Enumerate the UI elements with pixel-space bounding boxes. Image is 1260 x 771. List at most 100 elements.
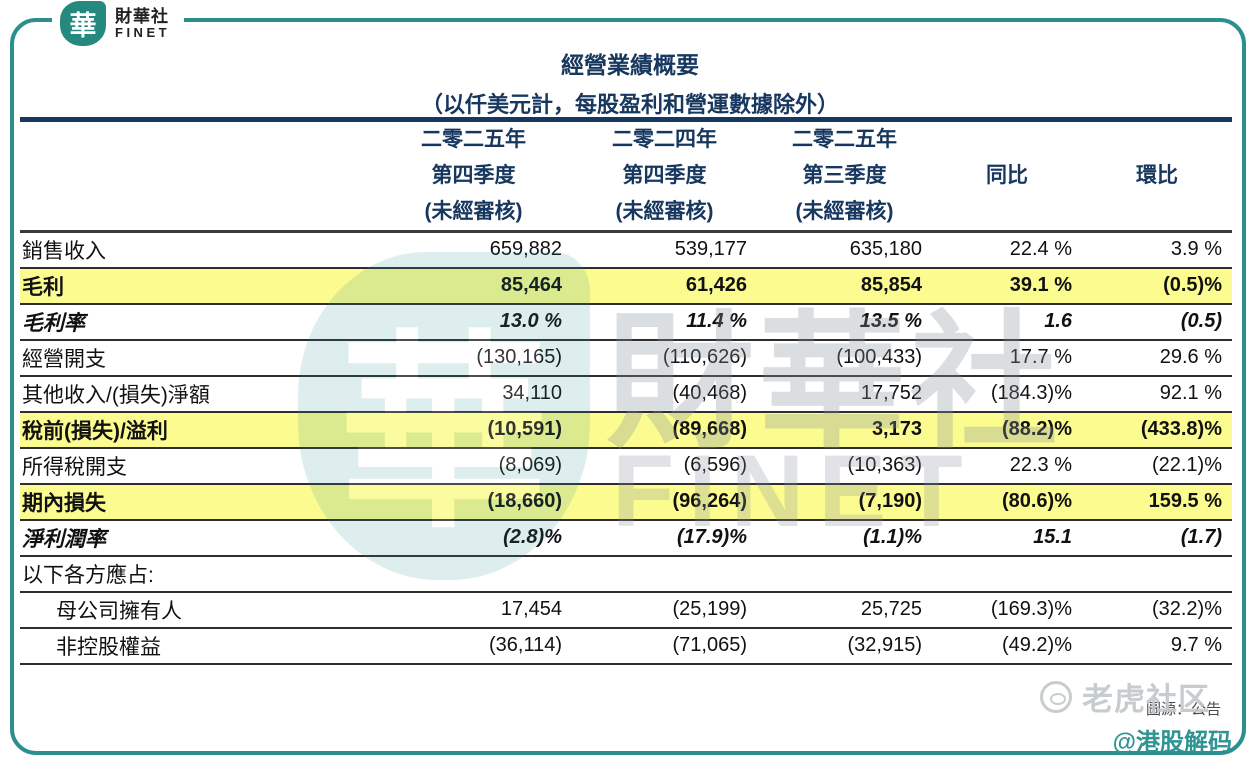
results-head-row: 二零二五年 第四季度 (未經審核) 二零二四年 第四季度 (未經審核) 二零二五年 第三季度 (… bbox=[20, 122, 1232, 233]
column-header-line bbox=[932, 194, 1082, 230]
cell-value: (89,668) bbox=[572, 411, 757, 449]
column-header-line: 環比 bbox=[1136, 164, 1178, 187]
cell-value: (96,264) bbox=[572, 483, 757, 521]
title-block: 經營業績概要 （以仟美元計，每股盈利和營運數據除外） bbox=[0, 46, 1260, 119]
page-subtitle: （以仟美元計，每股盈利和營運數據除外） bbox=[420, 92, 839, 117]
cell-value: 635,180 bbox=[757, 231, 932, 269]
cell-value: 25,725 bbox=[757, 591, 932, 629]
cell-value: (80.6)% bbox=[932, 483, 1082, 521]
column-header-line: 同比 bbox=[986, 164, 1028, 187]
cell-value: (169.3)% bbox=[932, 591, 1082, 629]
cell-value: 159.5 % bbox=[1082, 483, 1232, 521]
cell-value: 13.5 % bbox=[757, 303, 932, 341]
column-header-line: 第三季度 bbox=[802, 164, 887, 187]
table-row: 期內損失 (18,660) (96,264) (7,190) (80.6)% 159.5 … bbox=[20, 483, 1232, 521]
logo-character: 華 bbox=[69, 11, 97, 41]
row-label: 其他收入/(損失)淨額 bbox=[20, 375, 375, 413]
finet-logo-icon: 華 bbox=[60, 1, 106, 46]
cell-value: (0.5) bbox=[1082, 303, 1232, 341]
table-row: 母公司擁有人 17,454 (25,199) 25,725 (169.3)% (32.2)… bbox=[20, 591, 1232, 629]
row-label: 淨利潤率 bbox=[20, 519, 375, 557]
cell-value: (7,190) bbox=[757, 483, 932, 521]
column-header-line bbox=[1082, 122, 1232, 158]
cell-value: (22.1)% bbox=[1082, 447, 1232, 485]
table-row: 經營開支 (130,165) (110,626) (100,433) 17.7 % 29.… bbox=[20, 339, 1232, 377]
table-row: 稅前(損失)/溢利 (10,591) (89,668) 3,173 (88.2)% (43… bbox=[20, 411, 1232, 449]
cell-value: (25,199) bbox=[572, 591, 757, 629]
cell-value: (32,915) bbox=[757, 627, 932, 665]
row-label: 母公司擁有人 bbox=[20, 591, 375, 629]
cell-value: 34,110 bbox=[375, 375, 572, 413]
results-table: 二零二五年 第四季度 (未經審核) 二零二四年 第四季度 (未經審核) 二零二五年 第三季度 (… bbox=[20, 122, 1232, 665]
table-row: 淨利潤率 (2.8)% (17.9)% (1.1)% 15.1 (1.7) bbox=[20, 519, 1232, 557]
table-row: 非控股權益 (36,114) (71,065) (32,915) (49.2)% 9.7 … bbox=[20, 627, 1232, 665]
cell-value bbox=[1082, 555, 1232, 593]
results-table-head: 二零二五年 第四季度 (未經審核) 二零二四年 第四季度 (未經審核) 二零二五年 第三季度 (… bbox=[20, 122, 1232, 233]
cell-value: 9.7 % bbox=[1082, 627, 1232, 665]
cell-value: 61,426 bbox=[572, 267, 757, 305]
cell-value: 659,882 bbox=[375, 231, 572, 269]
cell-value: (10,591) bbox=[375, 411, 572, 449]
row-label: 以下各方應占: bbox=[20, 555, 375, 593]
column-header: 同比 bbox=[932, 122, 1082, 233]
cell-value: 39.1 % bbox=[932, 267, 1082, 305]
cell-value: 13.0 % bbox=[375, 303, 572, 341]
cell-value: 11.4 % bbox=[572, 303, 757, 341]
cell-value: (0.5)% bbox=[1082, 267, 1232, 305]
row-label: 所得稅開支 bbox=[20, 447, 375, 485]
row-label: 稅前(損失)/溢利 bbox=[20, 411, 375, 449]
cell-value: (17.9)% bbox=[572, 519, 757, 557]
cell-value bbox=[572, 555, 757, 593]
column-header-line bbox=[20, 158, 375, 194]
cell-value: (18,660) bbox=[375, 483, 572, 521]
table-row: 以下各方應占: bbox=[20, 555, 1232, 593]
column-header bbox=[20, 122, 375, 233]
table-row: 所得稅開支 (8,069) (6,596) (10,363) 22.3 % (22.1)% bbox=[20, 447, 1232, 485]
column-header-line: 二零二五年 bbox=[792, 128, 897, 151]
cell-value: 92.1 % bbox=[1082, 375, 1232, 413]
page-title: 經營業績概要 bbox=[561, 52, 699, 78]
brand: 華 財華社 FINET bbox=[52, 1, 185, 48]
results-table-body: 銷售收入 659,882 539,177 635,180 22.4 % 3.9 % 毛利 85… bbox=[20, 231, 1232, 665]
table-row: 銷售收入 659,882 539,177 635,180 22.4 % 3.9 % bbox=[20, 231, 1232, 269]
cell-value: (36,114) bbox=[375, 627, 572, 665]
brand-name-en: FINET bbox=[115, 25, 171, 41]
cell-value bbox=[375, 555, 572, 593]
column-header: 環比 bbox=[1082, 122, 1232, 233]
cell-value bbox=[757, 555, 932, 593]
column-header-line: (未經審核) bbox=[795, 200, 894, 223]
cell-value: (32.2)% bbox=[1082, 591, 1232, 629]
cell-value: (8,069) bbox=[375, 447, 572, 485]
row-label: 銷售收入 bbox=[20, 231, 375, 269]
column-header-line bbox=[20, 194, 375, 230]
cell-value: (130,165) bbox=[375, 339, 572, 377]
cell-value: (49.2)% bbox=[932, 627, 1082, 665]
cell-value: (110,626) bbox=[572, 339, 757, 377]
cell-value: (1.7) bbox=[1082, 519, 1232, 557]
row-label: 毛利 bbox=[20, 267, 375, 305]
cell-value: (10,363) bbox=[757, 447, 932, 485]
cell-value: 85,854 bbox=[757, 267, 932, 305]
table-row: 毛利率 13.0 % 11.4 % 13.5 % 1.6 (0.5) bbox=[20, 303, 1232, 341]
cell-value: 3.9 % bbox=[1082, 231, 1232, 269]
column-header-line: 第四季度 bbox=[622, 164, 707, 187]
cell-value: (40,468) bbox=[572, 375, 757, 413]
column-header-line: (未經審核) bbox=[615, 200, 714, 223]
cell-value bbox=[932, 555, 1082, 593]
cell-value: 22.4 % bbox=[932, 231, 1082, 269]
border-frame bbox=[10, 18, 1246, 755]
cell-value: (1.1)% bbox=[757, 519, 932, 557]
row-label: 經營開支 bbox=[20, 339, 375, 377]
cell-value: (184.3)% bbox=[932, 375, 1082, 413]
row-label: 毛利率 bbox=[20, 303, 375, 341]
column-header: 二零二五年 第四季度 (未經審核) bbox=[375, 122, 572, 233]
column-header-line bbox=[20, 122, 375, 158]
cell-value: 1.6 bbox=[932, 303, 1082, 341]
row-label: 期內損失 bbox=[20, 483, 375, 521]
cell-value: 17,752 bbox=[757, 375, 932, 413]
brand-name-cn: 財華社 bbox=[115, 6, 169, 26]
column-header: 二零二四年 第四季度 (未經審核) bbox=[572, 122, 757, 233]
title-divider bbox=[20, 117, 1232, 122]
cell-value: 85,464 bbox=[375, 267, 572, 305]
cell-value: (433.8)% bbox=[1082, 411, 1232, 449]
